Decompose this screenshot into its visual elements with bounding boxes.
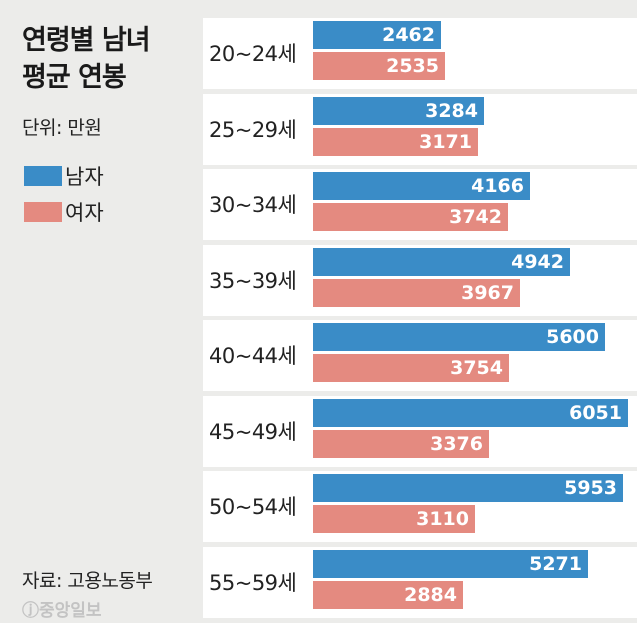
- bar-male: 2462: [313, 21, 441, 49]
- category-label: 50~54세: [209, 495, 297, 519]
- bar-female: 3110: [313, 505, 475, 533]
- legend-swatch-female: [24, 202, 62, 222]
- bar-male: 4942: [313, 247, 570, 276]
- category-label: 45~49세: [209, 419, 297, 444]
- publisher-logo: ⓙ중앙일보: [22, 601, 102, 621]
- category-label: 35~39세: [209, 268, 297, 293]
- bar-female: 3376: [313, 429, 489, 458]
- chart-row: 55~59세 5271 2884: [203, 546, 637, 618]
- chart-row: 40~44세 5600 3754: [203, 320, 637, 391]
- bar-male: 3284: [313, 96, 484, 125]
- chart-row: 35~39세 4942 3967: [203, 244, 637, 316]
- unit-label: 단위: 만원: [22, 117, 102, 139]
- bar-male: 5953: [313, 474, 623, 502]
- bar-male: 4166: [313, 172, 530, 200]
- bar-female: 2535: [313, 52, 445, 80]
- bar-male: 6051: [313, 398, 628, 427]
- legend-item-male: 남자: [24, 161, 104, 191]
- category-label: 20~24세: [209, 42, 297, 66]
- legend-label-female: 여자: [65, 201, 104, 225]
- bar-male: 5600: [313, 323, 605, 351]
- category-label: 40~44세: [209, 344, 297, 368]
- legend-swatch-male: [24, 166, 62, 186]
- legend-label-male: 남자: [65, 165, 104, 189]
- bar-female: 3171: [313, 127, 478, 156]
- chart-row: 50~54세 5953 3110: [203, 471, 637, 542]
- bar-female: 3967: [313, 278, 520, 307]
- chart-row: 30~34세 4166 3742: [203, 169, 637, 240]
- category-label: 25~29세: [209, 117, 297, 142]
- title-line-1: 연령별 남녀: [22, 25, 151, 56]
- source-note: 자료: 고용노동부: [22, 570, 153, 592]
- bar-female: 3742: [313, 203, 508, 231]
- category-label: 55~59세: [209, 570, 297, 595]
- title-line-2: 평균 연봉: [22, 62, 127, 93]
- legend-item-female: 여자: [24, 197, 104, 227]
- bar-male: 5271: [313, 549, 588, 578]
- chart-row: 45~49세 6051 3376: [203, 395, 637, 467]
- chart-sidebar: 연령별 남녀 평균 연봉 단위: 만원 남자 여자 자료: 고용노동부 ⓙ중앙일…: [0, 0, 200, 623]
- bar-female: 2884: [313, 580, 463, 609]
- bar-female: 3754: [313, 354, 509, 382]
- category-label: 30~34세: [209, 193, 297, 217]
- chart-row: 20~24세 2462 2535: [203, 18, 637, 89]
- chart-row: 25~29세 3284 3171: [203, 93, 637, 165]
- chart-title: 연령별 남녀 평균 연봉: [22, 22, 151, 96]
